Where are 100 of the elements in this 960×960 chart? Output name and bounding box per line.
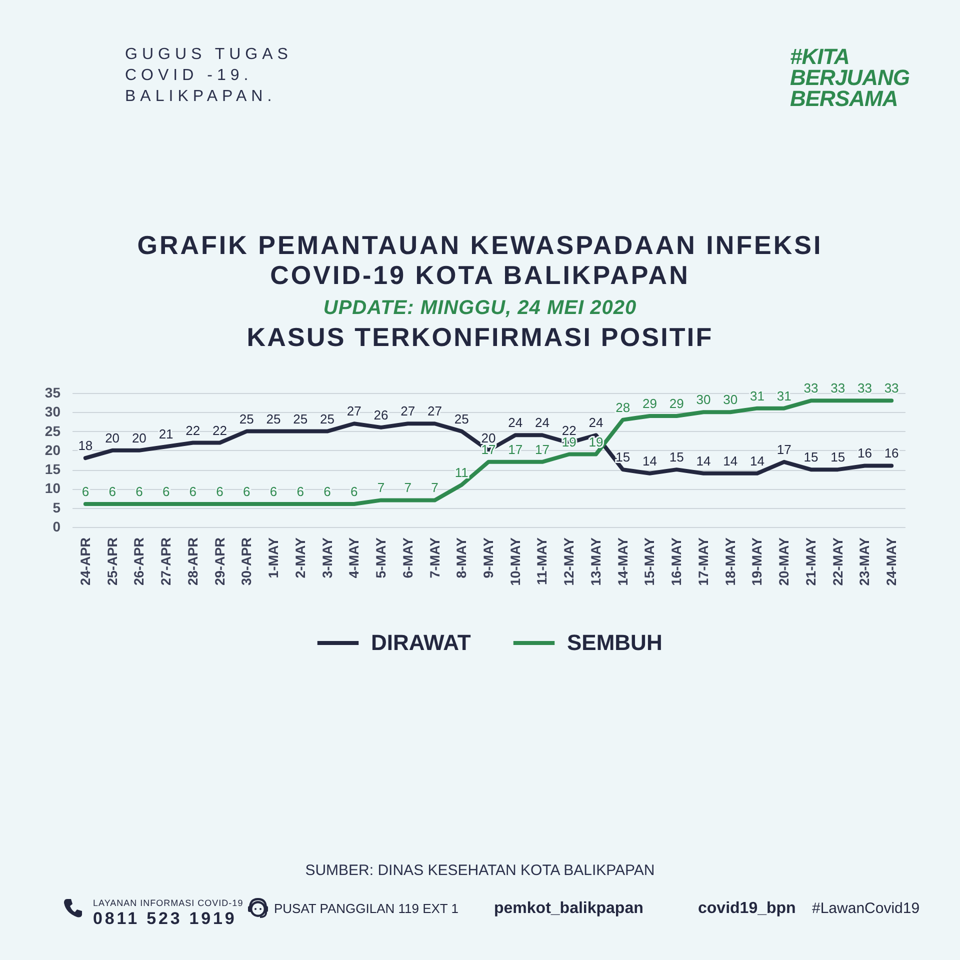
data-label: 25 — [239, 411, 254, 426]
x-tick-label: 14-MAY — [615, 538, 630, 586]
y-tick-label: 0 — [52, 518, 61, 534]
data-label: 24 — [588, 415, 604, 430]
x-tick-label: 9-MAY — [481, 538, 496, 578]
data-label: 26 — [374, 407, 388, 422]
data-label: 11 — [454, 464, 468, 480]
x-tick-label: 26-APR — [132, 537, 147, 586]
data-label: 14 — [750, 453, 764, 468]
data-label: 21 — [158, 426, 174, 442]
data-label: 33 — [857, 380, 872, 396]
x-tick-label: 2-MAY — [292, 538, 308, 578]
data-label: 6 — [136, 484, 143, 500]
data-label: 25 — [454, 411, 469, 426]
y-tick-label: 25 — [44, 422, 61, 439]
text: pemkot_balikpapan — [494, 899, 644, 919]
data-label: 7 — [404, 480, 412, 496]
y-tick-label: 10 — [44, 480, 61, 496]
x-tick-label: 30-APR — [239, 537, 254, 586]
data-label: 16 — [857, 446, 872, 461]
legend-label: SEMBUH — [567, 630, 662, 655]
text: #LawanCovid19 — [812, 900, 920, 918]
data-label: 25 — [293, 411, 308, 426]
x-tick-label: 11-MAY — [534, 538, 550, 586]
chart-subtitle: KASUS TERKONFIRMASI POSITIF — [246, 322, 714, 352]
x-tick-label: 21-MAY — [803, 538, 818, 586]
data-label: 14 — [723, 453, 738, 468]
data-label: 25 — [320, 411, 335, 426]
x-tick-label: 8-MAY — [454, 538, 470, 578]
text: SUMBER: DINAS KESEHATAN KOTA BALIKPAPAN — [304, 861, 656, 881]
x-tick-label: 1-MAY — [266, 538, 282, 578]
x-tick-label: 24-MAY — [884, 538, 900, 586]
data-label: 33 — [884, 380, 899, 396]
data-label: 6 — [82, 484, 90, 500]
x-tick-label: 16-MAY — [669, 538, 684, 586]
text: #KITA BERJUANG BERSAMA — [790, 44, 910, 111]
data-label: 15 — [669, 450, 684, 465]
data-label: 6 — [189, 484, 197, 500]
x-tick-label: 29-APR — [212, 537, 228, 586]
data-label: 28 — [616, 400, 630, 415]
data-label: 6 — [216, 484, 224, 500]
data-label: 20 — [132, 430, 146, 446]
x-tick-label: 6-MAY — [400, 538, 416, 578]
text: LAYANAN INFORMASI COVID-19 0811 523 1919 — [93, 897, 244, 928]
x-tick-label: 5-MAY — [374, 538, 389, 578]
x-tick-label: 4-MAY — [346, 538, 362, 578]
data-label: 29 — [642, 396, 657, 411]
x-tick-label: 20-MAY — [776, 538, 792, 586]
data-label: 33 — [830, 380, 846, 396]
data-label: 22 — [212, 422, 228, 438]
x-tick-label: 18-MAY — [722, 538, 738, 586]
data-label: 22 — [186, 422, 200, 438]
data-label: 6 — [162, 484, 170, 500]
data-label: 24 — [535, 415, 550, 430]
y-tick-label: 20 — [44, 442, 61, 458]
data-label: 30 — [696, 392, 711, 408]
data-label: 33 — [804, 380, 818, 396]
data-label: 14 — [642, 453, 657, 468]
text: UPDATE: MINGGU, 24 MEI 2020 — [322, 297, 638, 319]
data-label: 15 — [830, 450, 846, 465]
data-label: 25 — [266, 411, 281, 426]
data-label: 6 — [324, 484, 331, 500]
data-label: 6 — [270, 484, 278, 500]
data-label: 27 — [428, 404, 442, 419]
data-label: 6 — [296, 484, 304, 500]
data-label: 7 — [377, 480, 385, 496]
data-label: 17 — [508, 442, 523, 457]
data-label: 20 — [105, 430, 120, 446]
data-label: 18 — [78, 438, 93, 454]
data-label: 22 — [562, 422, 576, 438]
data-label: 14 — [696, 453, 711, 468]
data-label: 6 — [108, 484, 116, 500]
data-label: 15 — [616, 450, 630, 465]
data-label: 20 — [481, 430, 496, 446]
x-tick-label: 3-MAY — [320, 538, 335, 578]
data-label: 29 — [669, 396, 684, 411]
x-tick-label: 12-MAY — [562, 538, 577, 586]
data-label: 6 — [350, 484, 358, 500]
data-label: 31 — [750, 388, 764, 404]
y-tick-label: 5 — [52, 499, 61, 516]
y-tick-label: 15 — [44, 461, 61, 478]
chart-title: GRAFIK PEMANTAUAN KEWASPADAAN INFEKSI COVID-19 KOTA BALIKPAPAN — [136, 230, 824, 290]
data-label: 16 — [884, 446, 899, 461]
data-label: 6 — [243, 484, 250, 500]
data-label: 15 — [804, 450, 818, 465]
x-tick-label: 28-APR — [185, 537, 200, 586]
x-tick-label: 10-MAY — [508, 538, 523, 586]
legend-label: DIRAWAT — [371, 630, 472, 655]
data-label: 27 — [400, 404, 416, 419]
data-label: 24 — [508, 415, 523, 430]
text: PUSAT PANGGILAN 119 EXT 1 — [274, 901, 458, 917]
data-label: 27 — [346, 404, 362, 419]
y-tick-label: 30 — [44, 404, 61, 420]
x-tick-label: 24-APR — [78, 537, 93, 586]
x-tick-label: 7-MAY — [427, 538, 442, 578]
y-tick-label: 35 — [44, 384, 61, 400]
x-tick-label: 22-MAY — [830, 538, 846, 586]
x-tick-label: 23-MAY — [857, 538, 872, 586]
x-tick-label: 27-APR — [158, 537, 174, 586]
x-tick-label: 17-MAY — [696, 538, 711, 586]
